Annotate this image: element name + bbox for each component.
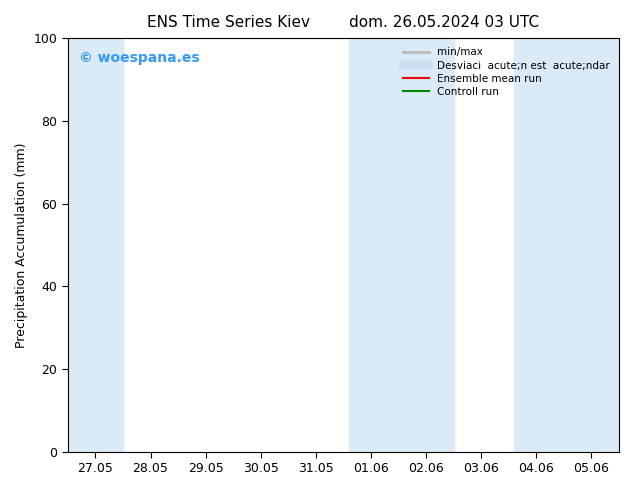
Bar [349,38,454,452]
Y-axis label: Precipitation Accumulation (mm): Precipitation Accumulation (mm) [15,142,28,347]
Title: ENS Time Series Kiev        dom. 26.05.2024 03 UTC: ENS Time Series Kiev dom. 26.05.2024 03 … [147,15,540,30]
Bar [68,38,123,452]
Legend: min/max, Desviaci  acute;n est  acute;ndar, Ensemble mean run, Controll run: min/max, Desviaci acute;n est acute;ndar… [398,43,614,101]
Text: © woespana.es: © woespana.es [79,50,200,65]
Bar [514,38,619,452]
